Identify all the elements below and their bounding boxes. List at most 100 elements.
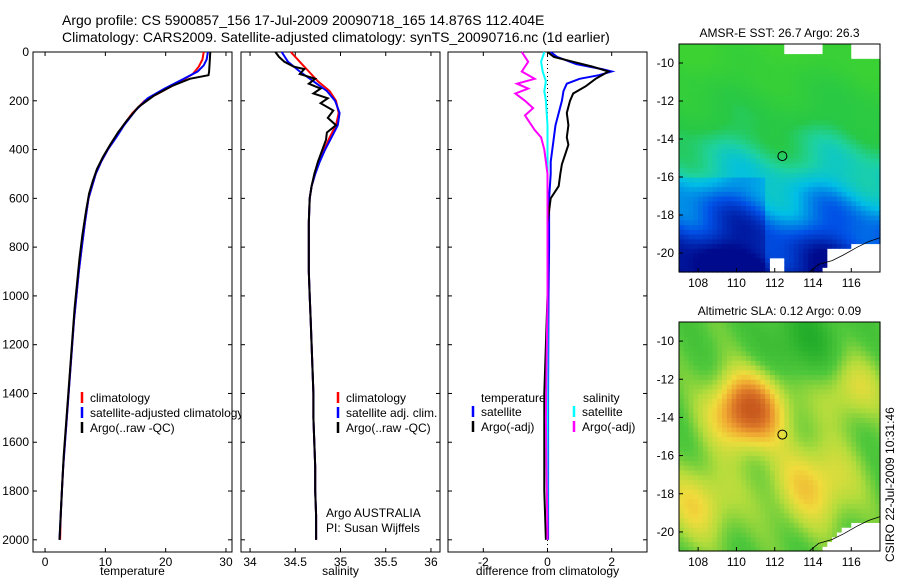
heatmap-cell [765,469,771,476]
heatmap-cell [774,379,781,385]
heatmap-cell [717,267,723,273]
heatmap-cell [693,229,699,235]
heatmap-cell [683,44,690,50]
heatmap-cell [717,493,723,500]
heatmap-cell [865,326,872,333]
heatmap-cell [789,143,795,150]
heatmap-cell [736,503,742,509]
heatmap-cell [808,412,814,419]
heatmap-cell [860,243,867,249]
heatmap-cell [803,379,809,385]
heatmap-cell [798,215,805,221]
heatmap-cell [779,488,785,495]
heatmap-cell [865,484,872,490]
heatmap-cell [683,498,690,504]
heatmap-cell [865,441,872,447]
heatmap-cell [817,422,824,428]
heatmap-cell [822,484,828,490]
heatmap-cell [860,129,867,135]
heatmap-cell [827,379,833,385]
heatmap-cell [813,426,819,433]
heatmap-cell [717,158,723,164]
heatmap-cell [679,541,685,547]
heatmap-cell [760,450,766,457]
heatmap-cell [817,96,824,102]
heatmap-cell [851,341,857,347]
heatmap-cell [736,257,742,264]
heatmap-cell [755,546,761,552]
heatmap-cell [679,512,685,519]
heatmap-cell [817,531,824,538]
heatmap-cell [722,124,728,131]
heatmap-cell [702,331,709,337]
heatmap-cell [817,129,824,135]
heatmap-cell [741,531,747,538]
heatmap-cell [731,129,738,135]
heatmap-cell [707,143,714,150]
heatmap-cell [822,58,828,64]
heatmap-cell [822,248,828,254]
heatmap-cell [870,403,876,409]
heatmap-cell [731,512,738,519]
heatmap-cell [841,374,848,380]
heatmap-cell [765,67,771,74]
heatmap-cell [769,58,776,64]
heatmap-cell [726,186,733,192]
heatmap-cell [803,58,809,64]
heatmap-cell [688,162,694,169]
heatmap-cell [741,267,747,273]
heatmap-cell [736,393,742,399]
heatmap-cell [822,134,828,140]
heatmap-cell [731,446,738,452]
heatmap-cell [683,455,690,461]
heatmap-cell [698,474,704,481]
heatmap-cell [693,455,699,461]
heatmap-cell [813,436,819,442]
heatmap-cell [813,446,819,452]
heatmap-cell [793,196,800,202]
heatmap-cell [702,205,709,211]
heatmap-cell [683,205,690,211]
heatmap-cell [717,503,723,509]
heatmap-cell [679,498,685,504]
heatmap-cell [851,407,857,414]
heatmap-cell [817,186,824,192]
heatmap-cell [870,503,876,509]
heatmap-cell [765,360,771,366]
heatmap-cell [822,379,828,385]
heatmap-cell [698,531,704,538]
heatmap-cell [698,374,704,380]
heatmap-cell [726,181,733,188]
heatmap-cell [817,91,824,97]
heatmap-cell [702,546,709,552]
heatmap-cell [841,129,848,135]
heatmap-cell [875,374,881,380]
heatmap-cell [707,115,714,121]
x-tick-label-difference: 2 [608,555,615,569]
heatmap-cell [832,369,838,376]
heatmap-cell [803,479,809,485]
heatmap-cell [717,407,723,414]
heatmap-cell [856,412,862,419]
heatmap-cell [817,257,824,264]
heatmap-cell [856,388,862,395]
heatmap-cell [860,177,867,183]
heatmap-cell [746,436,752,442]
heatmap-cell [793,91,800,97]
heatmap-cell [789,364,795,371]
heatmap-cell [702,143,709,150]
heatmap-cell [683,186,690,192]
panel-frame-temperature [32,51,233,553]
heatmap-cell [875,479,881,485]
heatmap-cell [746,86,752,93]
heatmap-cell [722,101,728,107]
heatmap-cell [875,238,881,245]
heatmap-cell [793,422,800,428]
legend-label-salinity-1: satellite adj. clim. [346,406,437,420]
heatmap-cell [707,388,714,395]
heatmap-cell [813,398,819,404]
heatmap-cell [712,219,718,226]
heatmap-cell [851,77,857,83]
heatmap-cell [688,388,694,395]
heatmap-cell [798,345,805,352]
